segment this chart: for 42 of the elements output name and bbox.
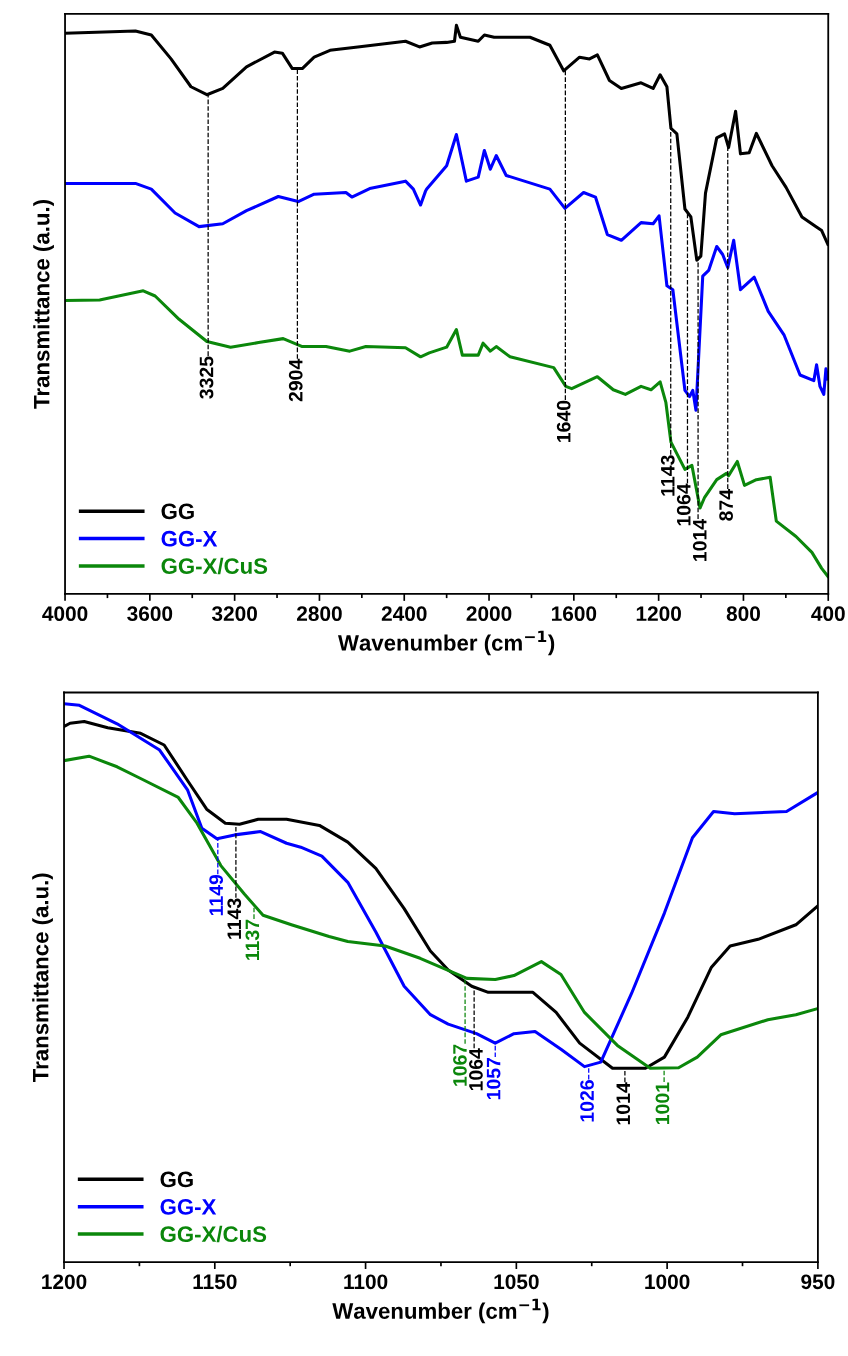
ref-line-label: 1640 (556, 400, 571, 442)
x-tick-label: 1000 (645, 1274, 690, 1290)
legend-label: GG (160, 1171, 193, 1188)
ref-line-label: 1149 (209, 874, 224, 916)
ref-line-label: 874 (719, 489, 733, 521)
ref-line-label: 1143 (227, 898, 242, 939)
ref-line-label: 1064 (469, 1048, 483, 1091)
ref-line-label: 1067 (453, 1044, 467, 1086)
legend-label: GG (161, 503, 194, 520)
x-tick-label: 950 (801, 1274, 835, 1290)
x-tick-label: 1100 (344, 1274, 388, 1290)
ref-line-label: 1014 (616, 1082, 631, 1125)
ref-line-label: 1001 (655, 1082, 670, 1124)
x-tick-label: 2400 (381, 606, 427, 622)
x-tick-label: 400 (811, 606, 845, 622)
y-axis-title: Transmittance (a.u.) (32, 873, 53, 1082)
x-tick-label: 2800 (296, 606, 342, 622)
ref-line-label: 3325 (199, 356, 214, 399)
ref-line-label: 1137 (245, 919, 260, 960)
x-tick-label: 1200 (42, 1274, 87, 1290)
ref-line-label: 1014 (692, 519, 707, 561)
ref-line-label: 1064 (676, 483, 691, 526)
x-tick-label: 3600 (127, 606, 173, 622)
ref-line-label: 1143 (660, 455, 675, 496)
ref-line-label: 1026 (580, 1080, 594, 1122)
y-axis-title: Transmittance (a.u.) (33, 200, 54, 409)
ref-line-label: 2904 (288, 358, 303, 402)
x-axis-title: Wavenumber (cm$^{−1}$) (338, 630, 555, 656)
x-tick-label: 800 (726, 606, 760, 622)
ref-line-label: 1057 (486, 1057, 501, 1100)
x-tick-label: 3200 (211, 606, 257, 622)
x-tick-label: 1600 (551, 606, 597, 622)
x-tick-label: 1200 (636, 606, 681, 622)
x-tick-label: 2000 (466, 606, 512, 622)
legend-label: GG-X/CuS (161, 557, 268, 575)
x-tick-label: 1050 (494, 1274, 539, 1290)
legend-label: GG-X (161, 530, 218, 547)
x-tick-label: 4000 (42, 606, 88, 622)
legend-label: GG-X/CuS (160, 1225, 267, 1243)
legend-label: GG-X (160, 1198, 217, 1215)
x-axis-title: Wavenumber (cm$^{−1}$) (332, 1298, 549, 1324)
x-tick-label: 1150 (193, 1274, 237, 1290)
